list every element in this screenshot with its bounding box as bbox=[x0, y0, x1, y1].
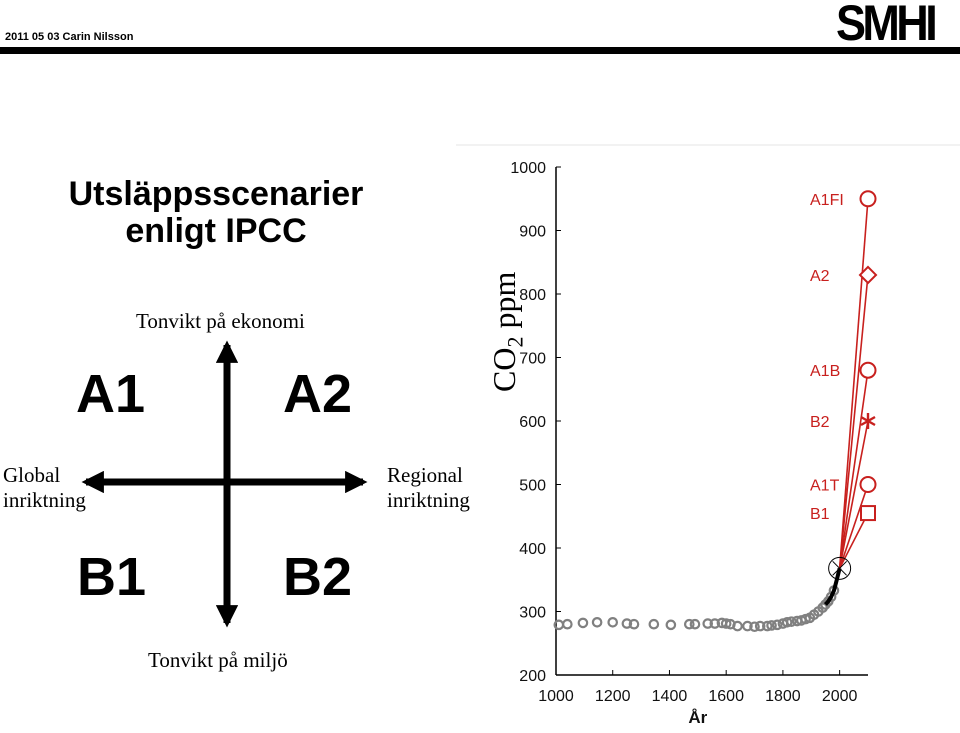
smhi-logo: SMHI bbox=[836, 0, 938, 51]
historical-point bbox=[702, 618, 714, 629]
historical-point bbox=[591, 616, 603, 628]
y-tick-label: 800 bbox=[519, 287, 546, 304]
historical-point bbox=[786, 616, 797, 627]
scenario-marker-a1b bbox=[859, 361, 877, 379]
y-tick-label: 500 bbox=[519, 478, 546, 495]
slide-title: Utsläppsscenarier enligt IPCC bbox=[0, 176, 432, 250]
historical-point bbox=[754, 620, 766, 632]
historical-point bbox=[562, 618, 573, 630]
axis-label-economy: Tonvikt på ekonomi bbox=[136, 309, 305, 333]
historical-point bbox=[621, 618, 633, 629]
scenario-label-a1t: A1T bbox=[810, 478, 840, 495]
historical-point bbox=[709, 618, 721, 629]
scenario-line-a1b bbox=[838, 370, 869, 569]
slide-title-line2: enligt IPCC bbox=[125, 212, 307, 250]
historical-point bbox=[720, 618, 732, 629]
scenario-label-a2: A2 bbox=[810, 268, 830, 285]
y-tick-label: 600 bbox=[519, 414, 546, 431]
historical-point bbox=[607, 616, 619, 628]
scenario-line-a1t bbox=[838, 484, 869, 569]
scenario-marker-a2 bbox=[858, 265, 878, 285]
chart-xlabel: År bbox=[688, 708, 707, 727]
y-tick-label: 900 bbox=[519, 224, 546, 241]
y-tick-label: 200 bbox=[519, 668, 546, 685]
scenario-marker-a1fi bbox=[859, 190, 877, 208]
scenario-line-a1fi bbox=[838, 198, 869, 569]
quadrant-b1: B1 bbox=[77, 547, 147, 607]
x-tick-label: 1400 bbox=[652, 688, 688, 705]
header-rule bbox=[0, 47, 960, 54]
scenario-label-a1fi: A1FI bbox=[810, 192, 844, 209]
scenario-marker-b2 bbox=[860, 415, 876, 427]
scenario-marker-b1 bbox=[860, 505, 876, 522]
scenario-marker-a1t bbox=[859, 476, 877, 493]
scenario-line-a2 bbox=[838, 274, 869, 569]
historical-point bbox=[648, 618, 660, 630]
y-tick-label: 1000 bbox=[510, 160, 546, 177]
x-tick-label: 1600 bbox=[708, 688, 744, 705]
historical-point bbox=[749, 621, 760, 633]
x-tick-label: 2000 bbox=[822, 688, 858, 705]
historical-point bbox=[766, 620, 777, 631]
historical-point bbox=[628, 618, 640, 630]
quadrant-a1: A1 bbox=[76, 364, 146, 424]
x-tick-label: 1200 bbox=[595, 688, 631, 705]
historical-point bbox=[684, 618, 695, 630]
scenario-label-b2: B2 bbox=[810, 414, 830, 431]
scenario-line-b1 bbox=[838, 512, 869, 569]
quadrant-b2: B2 bbox=[283, 547, 353, 607]
quadrant-a2: A2 bbox=[283, 364, 353, 424]
x-tick-label: 1000 bbox=[538, 688, 574, 705]
y-tick-label: 400 bbox=[519, 541, 546, 558]
historical-point bbox=[577, 617, 589, 629]
historical-point bbox=[742, 620, 753, 632]
historical-point bbox=[762, 620, 773, 632]
historical-point bbox=[771, 619, 783, 631]
y-tick-label: 300 bbox=[519, 605, 546, 622]
axis-label-environment: Tonvikt på miljö bbox=[148, 648, 288, 672]
scenario-label-a1b: A1B bbox=[810, 363, 840, 380]
axis-label-regional: Regional inriktning bbox=[387, 463, 470, 512]
y-tick-label: 700 bbox=[519, 351, 546, 368]
scenario-line-b2 bbox=[838, 420, 869, 569]
x-tick-label: 1800 bbox=[765, 688, 801, 705]
scenario-label-b1: B1 bbox=[810, 506, 830, 523]
present-marker bbox=[828, 556, 852, 580]
recent-trend-line bbox=[823, 567, 842, 606]
present-marker-cross bbox=[832, 560, 847, 576]
historical-point bbox=[665, 619, 677, 631]
co2-chart: 200 300 400 500 600 700 800 900 1000 1000 1200 1400… bbox=[456, 144, 960, 727]
historical-point bbox=[732, 620, 743, 632]
axis-label-global: Global inriktning bbox=[3, 463, 86, 512]
slide-title-line1: Utsläppsscenarier bbox=[68, 175, 364, 213]
historical-point bbox=[781, 616, 793, 628]
historical-point bbox=[689, 618, 701, 630]
header-date: 2011 05 03 Carin Nilsson bbox=[5, 31, 134, 43]
